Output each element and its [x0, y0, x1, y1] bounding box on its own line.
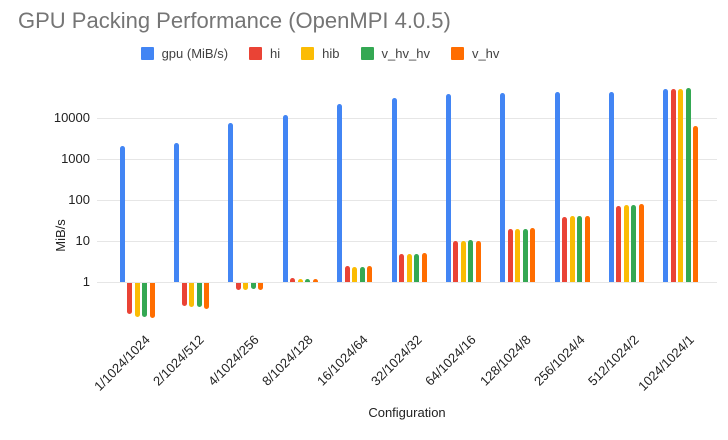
- gridline-1000: [97, 159, 717, 160]
- bar-hi-8-1024-128[interactable]: [290, 278, 296, 282]
- bar-v-hv-64-1024-16[interactable]: [475, 241, 481, 282]
- bar-gpu-mib-s--8-1024-128[interactable]: [282, 114, 288, 282]
- plot-area: [97, 85, 717, 330]
- gridline-10000: [97, 118, 717, 119]
- bar-v-hv-hv-1-1024-1024[interactable]: [142, 283, 148, 317]
- bar-gpu-mib-s--256-1024-4[interactable]: [554, 92, 560, 282]
- bar-hi-256-1024-4[interactable]: [562, 217, 568, 282]
- bar-gpu-mib-s--16-1024-64[interactable]: [337, 103, 343, 282]
- bar-v-hv-1-1024-1024[interactable]: [149, 283, 155, 318]
- x-tick-label-4-1024-256: 4/1024/256: [204, 332, 262, 389]
- bar-gpu-mib-s--512-1024-2[interactable]: [608, 92, 614, 282]
- x-tick-label-16-1024-64: 16/1024/64: [313, 332, 371, 389]
- bar-v-hv-hv-2-1024-512[interactable]: [196, 283, 202, 307]
- bar-v-hv-hv-1024-1024-1[interactable]: [685, 88, 691, 282]
- bar-v-hv-8-1024-128[interactable]: [312, 278, 318, 282]
- bar-v-hv-32-1024-32[interactable]: [421, 253, 427, 282]
- legend-swatch: [301, 47, 315, 60]
- bar-hi-4-1024-256[interactable]: [235, 283, 241, 290]
- bar-hi-64-1024-16[interactable]: [453, 241, 459, 282]
- bar-hi-2-1024-512[interactable]: [181, 283, 187, 307]
- legend-swatch: [450, 47, 464, 60]
- x-tick-label-1024-1024-1: 1024/1024/1: [634, 332, 697, 394]
- legend-label: gpu (MiB/s): [161, 46, 229, 61]
- bar-hib-16-1024-64[interactable]: [352, 267, 358, 282]
- y-tick-label-10000: 10000: [53, 110, 90, 125]
- bar-hi-32-1024-32[interactable]: [399, 254, 404, 282]
- x-tick-label-8-1024-128: 8/1024/128: [259, 332, 316, 389]
- x-tick-label-32-1024-32: 32/1024/32: [367, 332, 425, 389]
- bar-hib-512-1024-2[interactable]: [623, 204, 629, 282]
- bar-v-hv-16-1024-64[interactable]: [367, 266, 373, 282]
- bar-v-hv-hv-512-1024-2[interactable]: [631, 205, 637, 282]
- y-tick-label-10: 10: [75, 233, 90, 248]
- y-tick-label-1: 1: [82, 274, 90, 289]
- bar-hib-256-1024-4[interactable]: [569, 215, 575, 282]
- bar-hib-1-1024-1024[interactable]: [134, 283, 140, 317]
- legend-item-hi: hi: [249, 46, 280, 61]
- legend-label: v_hv: [471, 46, 500, 61]
- legend-swatch: [140, 47, 154, 60]
- legend-swatch: [249, 47, 263, 60]
- x-axis-title: Configuration: [368, 405, 446, 420]
- bar-v-hv-1024-1024-1[interactable]: [693, 125, 699, 282]
- legend-item-v-hv-hv: v_hv_hv: [360, 46, 430, 61]
- bar-v-hv-hv-256-1024-4[interactable]: [577, 215, 583, 282]
- bar-gpu-mib-s--32-1024-32[interactable]: [391, 97, 397, 282]
- bar-gpu-mib-s--1-1024-1024[interactable]: [119, 145, 125, 282]
- legend-item-gpu-mib-s-: gpu (MiB/s): [140, 46, 229, 61]
- bar-v-hv-4-1024-256[interactable]: [258, 283, 264, 290]
- chart-legend: gpu (MiB/s) hi hib v_hv_hv v_hv: [0, 46, 640, 61]
- y-tick-label-1000: 1000: [61, 151, 90, 166]
- bar-v-hv-256-1024-4[interactable]: [584, 215, 590, 282]
- bar-gpu-mib-s--4-1024-256[interactable]: [228, 122, 234, 282]
- bar-v-hv-hv-32-1024-32[interactable]: [414, 254, 419, 282]
- legend-label: hi: [270, 46, 281, 61]
- legend-label: v_hv_hv: [381, 46, 430, 61]
- bar-v-hv-hv-16-1024-64[interactable]: [359, 267, 365, 282]
- bar-v-hv-hv-64-1024-16[interactable]: [468, 240, 474, 282]
- bar-hib-2-1024-512[interactable]: [189, 283, 195, 307]
- bar-hib-32-1024-32[interactable]: [406, 254, 412, 282]
- y-axis-title: MiB/s: [52, 219, 68, 252]
- bar-hib-8-1024-128[interactable]: [297, 278, 303, 282]
- bar-gpu-mib-s--128-1024-8[interactable]: [500, 92, 506, 282]
- legend-item-hib: hib: [301, 46, 340, 61]
- x-tick-label-512-1024-2: 512/1024/2: [585, 332, 643, 389]
- legend-swatch: [360, 47, 374, 60]
- x-tick-label-2-1024-512: 2/1024/512: [150, 332, 208, 389]
- bar-hi-128-1024-8[interactable]: [507, 228, 513, 282]
- chart-title: GPU Packing Performance (OpenMPI 4.0.5): [18, 8, 451, 33]
- bar-hib-64-1024-16[interactable]: [460, 241, 466, 282]
- y-tick-label-100: 100: [68, 192, 90, 207]
- gridline-10: [97, 241, 717, 242]
- bar-v-hv-hv-8-1024-128[interactable]: [305, 278, 311, 282]
- x-tick-label-64-1024-16: 64/1024/16: [422, 332, 479, 389]
- bar-gpu-mib-s--2-1024-512[interactable]: [174, 143, 180, 282]
- bar-v-hv-2-1024-512[interactable]: [204, 283, 210, 310]
- bar-hib-128-1024-8[interactable]: [515, 228, 521, 282]
- x-tick-label-128-1024-8: 128/1024/8: [476, 332, 534, 389]
- bar-v-hv-512-1024-2[interactable]: [638, 204, 644, 282]
- bar-v-hv-hv-4-1024-256[interactable]: [250, 283, 256, 289]
- bar-hib-1024-1024-1[interactable]: [678, 89, 684, 282]
- bar-hi-1-1024-1024[interactable]: [127, 283, 133, 314]
- x-tick-label-256-1024-4: 256/1024/4: [531, 332, 588, 389]
- bar-gpu-mib-s--64-1024-16[interactable]: [445, 93, 451, 282]
- bar-hi-512-1024-2[interactable]: [616, 205, 622, 282]
- legend-item-v-hv: v_hv: [450, 46, 500, 61]
- legend-label: hib: [322, 46, 340, 61]
- gridline-100: [97, 200, 717, 201]
- bar-hi-1024-1024-1[interactable]: [670, 88, 676, 282]
- x-tick-label-1-1024-1024: 1/1024/1024: [91, 332, 153, 394]
- bar-gpu-mib-s--1024-1024-1[interactable]: [663, 88, 669, 282]
- bar-v-hv-128-1024-8[interactable]: [530, 227, 536, 282]
- bar-v-hv-hv-128-1024-8[interactable]: [522, 228, 528, 282]
- bar-hi-16-1024-64[interactable]: [344, 266, 350, 282]
- bar-hib-4-1024-256[interactable]: [243, 283, 249, 290]
- gridline-1: [97, 282, 717, 283]
